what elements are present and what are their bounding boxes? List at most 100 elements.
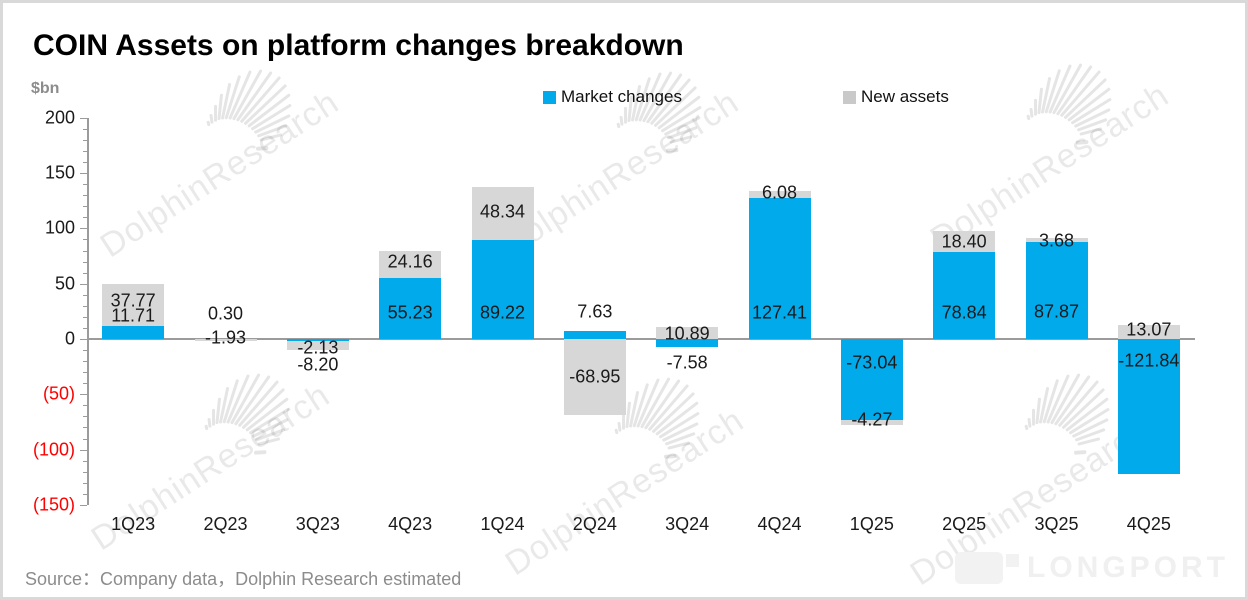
legend-swatch-market-changes	[543, 90, 556, 104]
y-minor-tick	[83, 350, 87, 352]
y-tick-label: (150)	[32, 494, 75, 515]
y-minor-tick	[83, 327, 87, 329]
value-label-market-changes: 7.63	[577, 301, 613, 322]
bar-segment-new-assets	[1025, 237, 1088, 242]
bar-segment-new-assets	[286, 341, 349, 351]
value-label-market-changes: -7.58	[666, 352, 708, 373]
legend: Market changes New assets	[3, 87, 1245, 107]
bar-segment-market-changes	[656, 339, 719, 348]
y-minor-tick	[83, 261, 87, 263]
value-label-new-assets: -1.93	[204, 327, 247, 348]
bar-segment-new-assets	[563, 339, 626, 416]
dolphin-research-fan-watermark-icon	[201, 51, 321, 162]
value-label-new-assets: 48.34	[479, 201, 526, 222]
bar-segment-market-changes	[1117, 339, 1180, 474]
y-tick-label: 200	[44, 107, 75, 128]
x-tick-label: 4Q23	[388, 514, 433, 534]
y-tick-label: 100	[44, 217, 75, 238]
y-minor-tick	[83, 405, 87, 407]
value-label-new-assets: 18.40	[941, 231, 987, 252]
dolphin-research-fan-watermark-icon	[199, 355, 319, 466]
y-major-tick	[80, 228, 87, 230]
y-minor-tick	[83, 239, 87, 241]
bar-segment-new-assets	[840, 419, 903, 425]
bar-segment-market-changes	[102, 326, 165, 339]
value-label-new-assets: 6.08	[761, 182, 798, 203]
y-minor-tick	[83, 471, 87, 473]
bar-segment-new-assets	[748, 191, 811, 199]
source-note: Source：Company data，Dolphin Research est…	[25, 569, 462, 589]
y-minor-tick	[83, 361, 87, 363]
dolphin-research-fan-watermark-icon	[611, 53, 731, 164]
bar-segment-market-changes	[379, 277, 442, 339]
y-major-tick	[80, 394, 87, 396]
bar-segment-new-assets	[194, 339, 257, 342]
legend-label-market-changes: Market changes	[561, 87, 682, 106]
x-tick-label: 2Q25	[942, 514, 987, 534]
y-major-tick	[80, 339, 87, 340]
value-label-market-changes: 11.71	[111, 305, 156, 326]
x-tick-label: 1Q25	[849, 514, 894, 534]
y-tick-label: (50)	[42, 383, 75, 404]
value-label-market-changes: -121.84	[1118, 350, 1180, 371]
y-minor-tick	[83, 460, 87, 462]
y-axis-unit-label: $bn	[31, 80, 60, 97]
y-tick-label: 0	[64, 328, 75, 349]
y-minor-tick	[83, 217, 87, 219]
y-major-tick	[80, 173, 87, 175]
bar-segment-new-assets	[656, 326, 719, 339]
y-major-tick	[80, 283, 87, 285]
x-tick-label: 3Q23	[295, 514, 340, 534]
x-tick-label: 2Q24	[572, 514, 617, 534]
value-label-market-changes: 87.87	[1033, 301, 1080, 322]
y-minor-tick	[83, 438, 87, 440]
value-label-market-changes: 0.30	[207, 303, 244, 324]
y-tick-label: 150	[44, 162, 75, 183]
dolphin-research-fan-watermark-icon	[609, 359, 729, 470]
bar-segment-new-assets	[933, 231, 996, 252]
y-minor-tick	[83, 482, 87, 484]
x-tick-label: 4Q24	[757, 514, 802, 534]
value-label-new-assets: 3.68	[1038, 230, 1075, 251]
y-minor-tick	[83, 184, 87, 186]
y-minor-tick	[83, 128, 87, 130]
y-minor-tick	[83, 206, 87, 208]
bar-segment-new-assets	[471, 186, 534, 241]
y-minor-tick	[83, 316, 87, 318]
value-label-market-changes: -73.04	[846, 352, 898, 373]
bar-segment-market-changes	[563, 330, 626, 339]
x-tick-label: 3Q25	[1034, 514, 1079, 534]
x-tick-label: 2Q23	[203, 514, 248, 534]
legend-swatch-new-assets	[843, 90, 856, 104]
y-minor-tick	[83, 383, 87, 385]
bar-segment-new-assets	[102, 284, 165, 327]
dolphin-research-fan-watermark-icon	[1019, 355, 1139, 466]
value-label-market-changes: 127.41	[751, 302, 808, 323]
x-tick-label: 1Q23	[111, 514, 156, 534]
value-label-market-changes: -2.13	[297, 337, 339, 358]
y-minor-tick	[83, 139, 87, 141]
bar-segment-market-changes	[840, 339, 903, 420]
y-tick-label: 50	[54, 273, 75, 294]
bar-segment-market-changes	[286, 339, 349, 342]
value-label-new-assets: -8.20	[297, 354, 339, 375]
y-major-tick	[80, 117, 87, 119]
longport-logo-text: LONGPORT	[1027, 551, 1229, 584]
y-axis-line	[87, 118, 89, 505]
value-label-market-changes: 78.84	[941, 302, 987, 323]
bar-segment-market-changes	[933, 251, 996, 339]
bar-segment-market-changes	[471, 240, 534, 339]
longport-logo-icon	[955, 552, 1019, 584]
y-major-tick	[80, 504, 87, 506]
y-minor-tick	[83, 250, 87, 252]
bar-segment-market-changes	[748, 198, 811, 339]
value-label-new-assets: -4.27	[851, 409, 893, 430]
y-minor-tick	[83, 416, 87, 418]
dolphin-research-fan-watermark-icon	[1021, 45, 1141, 156]
y-minor-tick	[83, 195, 87, 197]
value-label-new-assets: 10.89	[664, 323, 710, 344]
value-label-new-assets: -68.95	[569, 366, 621, 387]
y-minor-tick	[83, 150, 87, 152]
y-minor-tick	[83, 162, 87, 164]
